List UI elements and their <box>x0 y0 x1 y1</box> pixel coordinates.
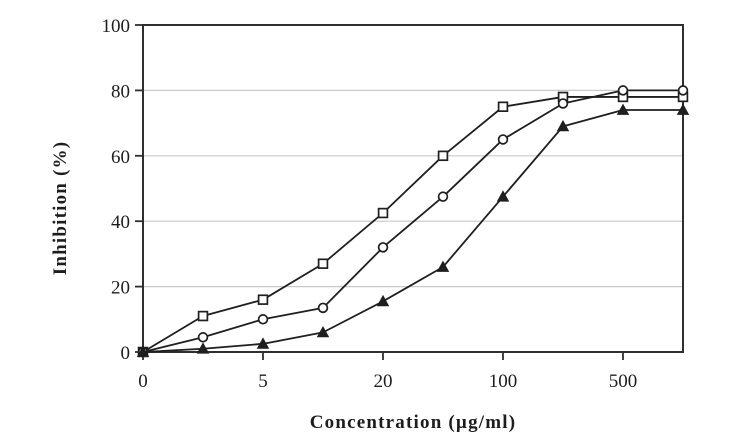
filled-triangle-marker <box>676 103 690 115</box>
plot-border <box>142 24 684 353</box>
open-circle-marker <box>497 134 509 145</box>
series-line-filled-triangle <box>142 109 683 353</box>
filled-triangle-marker <box>256 337 270 349</box>
filled-triangle-marker <box>136 345 150 357</box>
y-tick-label: 100 <box>102 16 131 37</box>
y-tick-label: 20 <box>111 278 130 299</box>
filled-triangle-marker <box>376 294 390 307</box>
open-circle-marker <box>317 302 329 314</box>
x-tick-label: 5 <box>258 371 268 392</box>
y-axis-title: Inhibition (%) <box>50 141 71 276</box>
open-square-marker <box>197 310 209 322</box>
x-tick-label: 500 <box>609 371 638 392</box>
open-circle-marker <box>617 85 629 96</box>
open-circle-marker <box>377 242 389 253</box>
y-tick-label: 80 <box>111 81 130 102</box>
filled-triangle-marker <box>616 103 630 115</box>
chart-layer: 0 20 40 60 80 100 0 5 20 100 500 <box>102 16 690 392</box>
open-square-marker <box>377 207 389 219</box>
x-tick-label: 100 <box>489 371 518 392</box>
open-circle-marker <box>677 85 689 96</box>
open-square-marker <box>317 258 329 269</box>
filled-triangle-marker <box>556 119 570 132</box>
x-tick-label: 20 <box>374 371 393 392</box>
filled-triangle-marker <box>196 342 210 354</box>
x-tick-label: 0 <box>138 371 148 392</box>
y-tick-label: 60 <box>111 147 130 168</box>
open-square-marker <box>257 294 269 305</box>
open-circle-marker <box>197 332 209 343</box>
series-line-open-square <box>142 96 683 353</box>
open-circle-marker <box>437 191 449 202</box>
x-axis-title: Concentration (µg/ml) <box>310 412 517 433</box>
y-tick-label: 0 <box>121 343 131 364</box>
open-square-marker <box>497 101 509 112</box>
filled-triangle-marker <box>496 190 510 202</box>
filled-triangle-marker <box>436 260 450 272</box>
open-circle-marker <box>257 314 269 325</box>
y-tick-label: 40 <box>111 212 130 233</box>
filled-triangle-marker <box>316 325 330 338</box>
open-square-marker <box>437 150 449 162</box>
open-circle-marker <box>557 98 569 109</box>
series-line-open-circle <box>142 89 683 353</box>
